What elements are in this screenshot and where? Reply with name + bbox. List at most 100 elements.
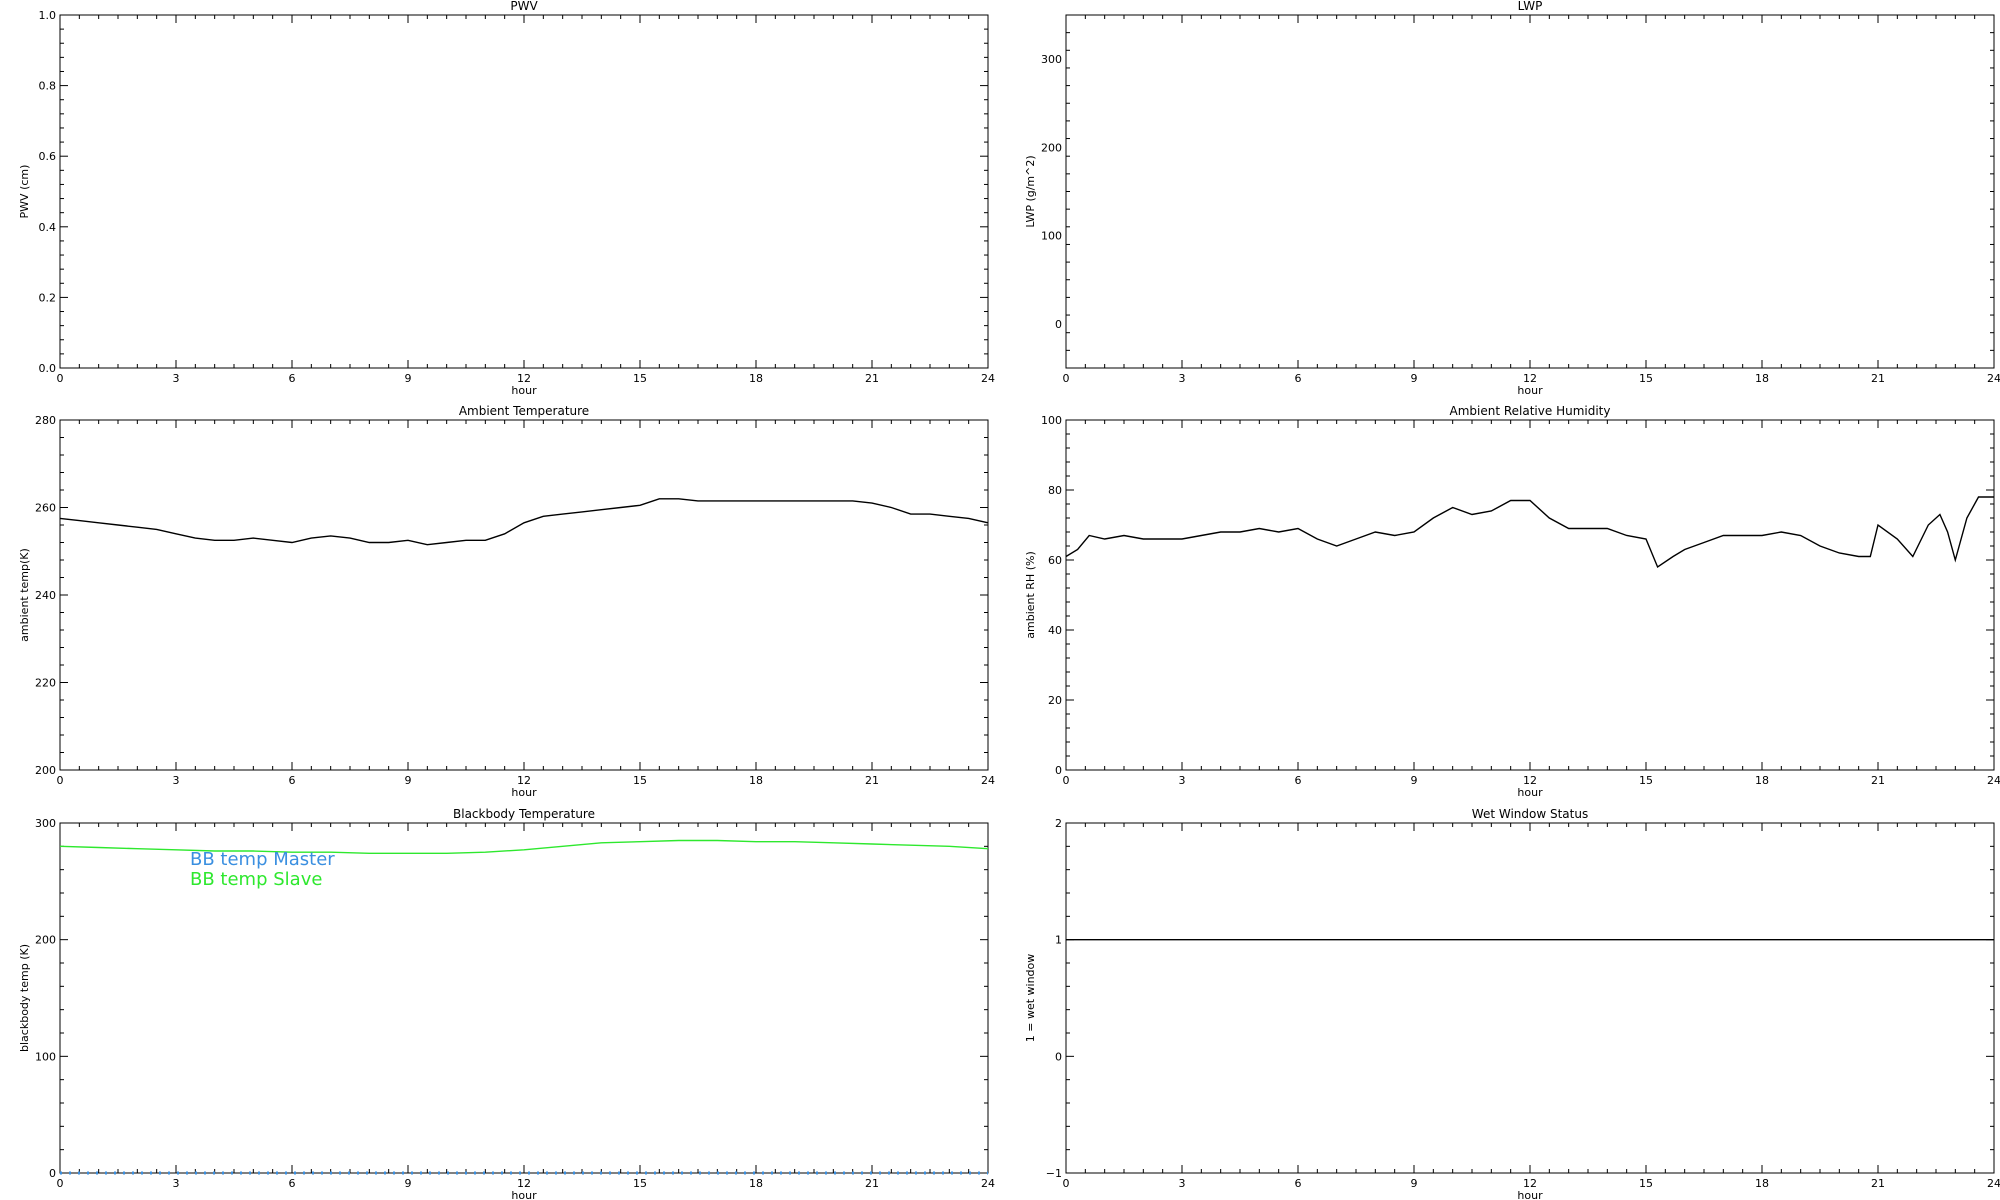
y-tick-label: 300 <box>1041 53 1062 66</box>
x-tick-label: 9 <box>1411 1177 1418 1190</box>
x-tick-label: 15 <box>633 774 647 787</box>
y-axis-label: PWV (cm) <box>18 165 31 219</box>
plot-frame <box>1065 822 1995 1174</box>
x-tick-label: 3 <box>1179 372 1186 385</box>
x-tick-label: 3 <box>173 774 180 787</box>
chart-pwv: 0 3 6 9 12 15 18 21 24 0.0 0.2 0.4 0.6 0.8 1.0 PWV hour P… <box>18 0 995 397</box>
x-tick-label: 12 <box>1523 1177 1537 1190</box>
x-tick-label: 12 <box>1523 372 1537 385</box>
x-tick-label: 9 <box>1411 774 1418 787</box>
series-line-bb-temp-slave <box>59 839 989 854</box>
x-axis-label: hour <box>1517 1189 1543 1200</box>
y-tick-label: 0.4 <box>39 221 57 234</box>
y-tick-label: 20 <box>1048 694 1062 707</box>
y-tick-label: 0.6 <box>39 150 57 163</box>
chart-lwp: 0 3 6 9 12 15 18 21 24 0 100 200 300 LWP hour LWP (g/m^… <box>1024 0 2000 397</box>
y-tick-label: 0 <box>49 1167 56 1180</box>
x-tick-label: 24 <box>1987 372 2000 385</box>
x-tick-label: 0 <box>57 372 64 385</box>
y-tick-label: 260 <box>35 502 56 515</box>
y-tick-label: 100 <box>1041 414 1062 427</box>
x-tick-label: 18 <box>749 774 763 787</box>
y-tick-label: 0.0 <box>39 362 57 375</box>
y-tick-label: 0 <box>1055 764 1062 777</box>
chart-ambient-rh: 0 3 6 9 12 15 18 21 24 0 20 40 60 80 100 Ambient Relati… <box>1024 404 2000 799</box>
x-axis-label: hour <box>511 384 537 397</box>
x-tick-label: 21 <box>865 372 879 385</box>
x-tick-label: 18 <box>749 372 763 385</box>
x-tick-label: 6 <box>289 1177 296 1190</box>
x-tick-label: 21 <box>865 1177 879 1190</box>
y-tick-label: 1.0 <box>39 9 57 22</box>
y-tick-label: 0 <box>1055 1050 1062 1063</box>
series-line-0 <box>1065 496 1994 569</box>
x-tick-label: 15 <box>633 372 647 385</box>
y-tick-label: 200 <box>35 934 56 947</box>
x-tick-label: 0 <box>57 774 64 787</box>
x-tick-label: 24 <box>981 1177 995 1190</box>
x-tick-label: 6 <box>1295 1177 1302 1190</box>
x-tick-label: 9 <box>405 1177 412 1190</box>
chart-title: Blackbody Temperature <box>453 807 595 821</box>
x-tick-label: 3 <box>1179 774 1186 787</box>
x-tick-label: 9 <box>405 372 412 385</box>
y-tick-label: 220 <box>35 677 56 690</box>
x-tick-label: 3 <box>173 1177 180 1190</box>
x-tick-label: 12 <box>517 1177 531 1190</box>
x-tick-label: 0 <box>1063 1177 1070 1190</box>
y-tick-label: 1 <box>1055 934 1062 947</box>
y-axis-label: 1 = wet window <box>1024 954 1037 1043</box>
y-tick-label: 280 <box>35 414 56 427</box>
x-tick-label: 24 <box>1987 774 2000 787</box>
plot-frame <box>59 419 989 771</box>
y-tick-label: 2 <box>1055 817 1062 830</box>
x-tick-label: 6 <box>1295 372 1302 385</box>
x-axis-label: hour <box>1517 786 1543 799</box>
legend-entry: BB temp Slave <box>190 869 322 890</box>
x-tick-label: 15 <box>633 1177 647 1190</box>
x-tick-label: 6 <box>1295 774 1302 787</box>
x-tick-label: 3 <box>173 372 180 385</box>
x-tick-label: 21 <box>1871 774 1885 787</box>
x-tick-label: 0 <box>1063 774 1070 787</box>
x-tick-label: 6 <box>289 774 296 787</box>
x-tick-label: 18 <box>1755 774 1769 787</box>
x-tick-label: 12 <box>517 774 531 787</box>
plot-frame <box>1065 419 1995 771</box>
x-tick-label: 24 <box>981 372 995 385</box>
x-tick-label: 12 <box>1523 774 1537 787</box>
y-tick-label: 100 <box>35 1050 56 1063</box>
x-tick-label: 18 <box>1755 372 1769 385</box>
y-tick-label: 80 <box>1048 484 1062 497</box>
x-tick-label: 15 <box>1639 774 1653 787</box>
y-tick-label: 240 <box>35 589 56 602</box>
y-axis-label: LWP (g/m^2) <box>1024 155 1037 227</box>
chart-title: Ambient Temperature <box>459 404 589 418</box>
x-tick-label: 0 <box>1063 372 1070 385</box>
x-tick-label: 21 <box>865 774 879 787</box>
plot-frame <box>59 14 989 369</box>
x-tick-label: 24 <box>1987 1177 2000 1190</box>
x-tick-label: 6 <box>289 372 296 385</box>
y-axis-label: blackbody temp (K) <box>18 944 31 1052</box>
x-tick-label: 15 <box>1639 1177 1653 1190</box>
x-tick-label: 18 <box>749 1177 763 1190</box>
y-axis-label: ambient RH (%) <box>1024 551 1037 639</box>
x-tick-label: 15 <box>1639 372 1653 385</box>
chart-bb-temp: 0 3 6 9 12 15 18 21 24 0 100 200 300 Blackbody Temper… <box>18 807 995 1200</box>
x-tick-label: 9 <box>405 774 412 787</box>
legend-entry: BB temp Master <box>190 849 335 870</box>
chart-title: Ambient Relative Humidity <box>1450 404 1611 418</box>
y-tick-label: 0.2 <box>39 291 57 304</box>
chart-ambient-temp: 0 3 6 9 12 15 18 21 24 200 220 240 260 280 Ambient Tem… <box>18 404 995 799</box>
x-tick-label: 24 <box>981 774 995 787</box>
y-tick-label: 0.8 <box>39 80 57 93</box>
x-axis-label: hour <box>1517 384 1543 397</box>
y-tick-label: 200 <box>1041 141 1062 154</box>
series-line-0 <box>59 498 989 546</box>
y-tick-label: 300 <box>35 817 56 830</box>
y-tick-label: −1 <box>1046 1167 1062 1180</box>
y-tick-label: 100 <box>1041 230 1062 243</box>
